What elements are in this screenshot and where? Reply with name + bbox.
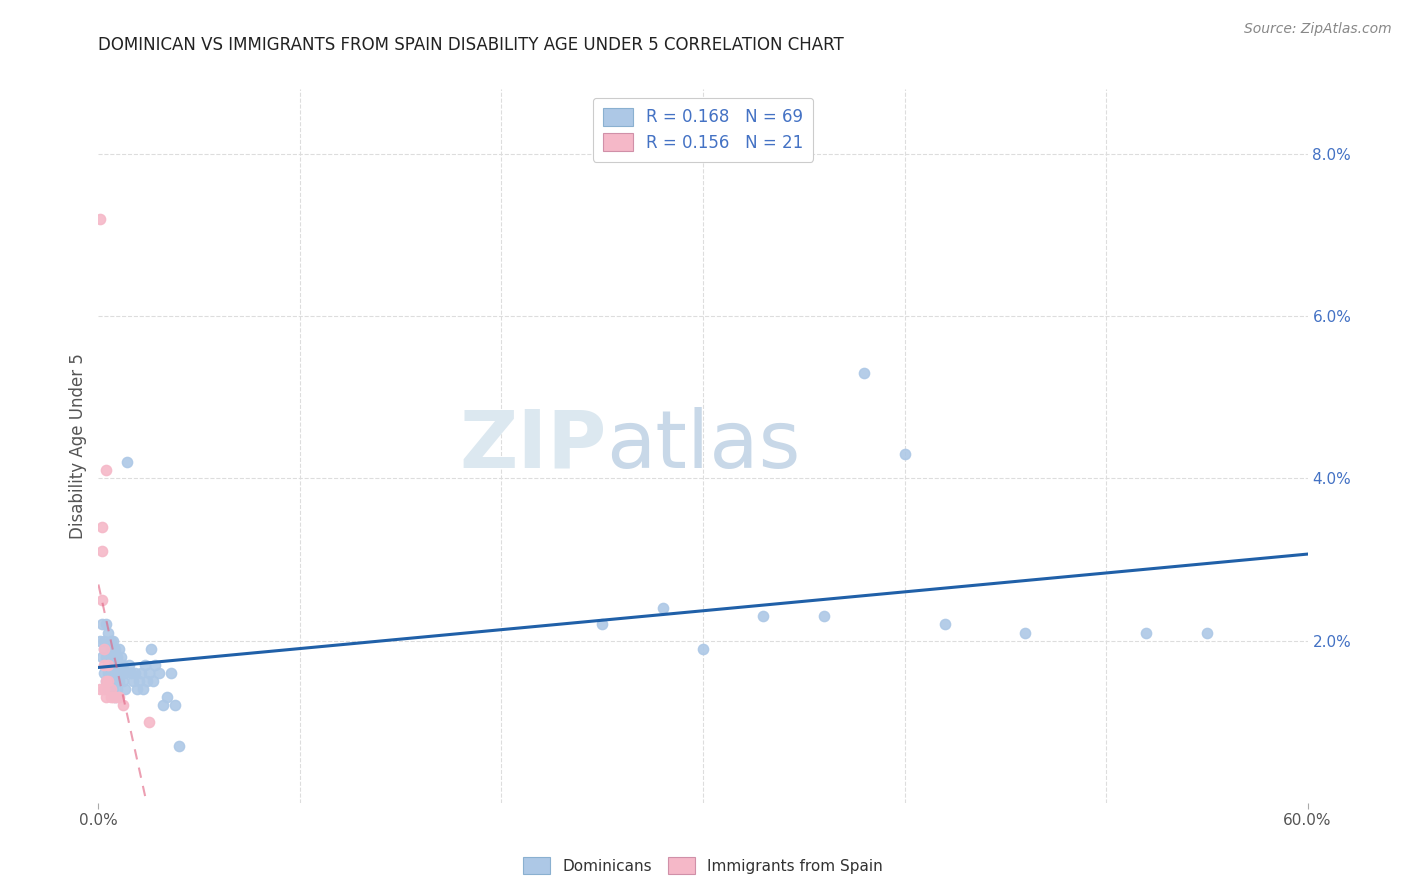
Point (100, 641, 122, 656)
Point (134, 657, 156, 672)
Point (651, 601, 673, 615)
Point (142, 674, 165, 689)
Point (107, 674, 129, 689)
Point (91, 544, 114, 558)
Point (111, 698, 134, 713)
Point (110, 666, 132, 681)
Legend: R = 0.168   N = 69, R = 0.156   N = 21: R = 0.168 N = 69, R = 0.156 N = 21 (593, 97, 813, 161)
Point (97, 682, 120, 697)
Point (163, 698, 186, 713)
Point (107, 690, 129, 705)
Point (893, 447, 915, 461)
Point (89, 633, 111, 648)
Point (111, 657, 134, 672)
Point (101, 633, 124, 648)
Point (93, 641, 115, 656)
Point (143, 657, 166, 672)
Point (1014, 625, 1036, 640)
Point (167, 739, 190, 753)
Text: atlas: atlas (606, 407, 800, 485)
Point (97, 674, 120, 689)
Point (138, 666, 160, 681)
Point (160, 666, 183, 681)
Point (129, 666, 152, 681)
Point (156, 690, 179, 705)
Point (93, 657, 115, 672)
Point (110, 649, 132, 664)
Point (128, 674, 150, 689)
Point (111, 674, 134, 689)
Point (813, 609, 835, 624)
Legend: Dominicans, Immigrants from Spain: Dominicans, Immigrants from Spain (517, 851, 889, 880)
Point (100, 657, 122, 672)
Point (96, 674, 118, 689)
Point (96, 649, 118, 664)
Point (115, 455, 138, 469)
Point (100, 674, 122, 689)
Point (100, 633, 122, 648)
Point (103, 657, 125, 672)
Text: DOMINICAN VS IMMIGRANTS FROM SPAIN DISABILITY AGE UNDER 5 CORRELATION CHART: DOMINICAN VS IMMIGRANTS FROM SPAIN DISAB… (98, 36, 844, 54)
Point (101, 690, 124, 705)
Point (96, 617, 118, 632)
Point (692, 641, 714, 656)
Point (91, 649, 114, 664)
Point (138, 714, 160, 729)
Point (101, 682, 124, 697)
Point (105, 690, 128, 705)
Point (97, 625, 120, 640)
Point (89, 211, 111, 226)
Text: Source: ZipAtlas.com: Source: ZipAtlas.com (1244, 22, 1392, 37)
Y-axis label: Disability Age Under 5: Disability Age Under 5 (69, 353, 87, 539)
Point (120, 666, 142, 681)
Point (591, 617, 613, 632)
Point (124, 666, 146, 681)
Point (132, 682, 155, 697)
Point (103, 690, 125, 705)
Point (93, 641, 115, 656)
Point (107, 641, 129, 656)
Point (105, 682, 128, 697)
Point (97, 666, 120, 681)
Point (93, 666, 115, 681)
Point (101, 649, 124, 664)
Point (93, 633, 115, 648)
Point (97, 657, 120, 672)
Point (107, 657, 129, 672)
Point (125, 682, 148, 697)
Point (114, 666, 136, 681)
Point (121, 674, 143, 689)
Point (135, 674, 157, 689)
Text: ZIP: ZIP (458, 407, 606, 485)
Point (101, 666, 124, 681)
Point (114, 682, 136, 697)
Point (934, 617, 956, 632)
Point (139, 641, 162, 656)
Point (853, 366, 876, 380)
Point (96, 463, 118, 477)
Point (96, 690, 118, 705)
Point (93, 682, 115, 697)
Point (105, 666, 128, 681)
Point (118, 657, 141, 672)
Point (89, 682, 111, 697)
Point (103, 674, 125, 689)
Point (152, 698, 174, 713)
Point (100, 682, 122, 697)
Point (96, 674, 118, 689)
Point (91, 520, 114, 534)
Point (91, 593, 114, 607)
Point (1195, 625, 1218, 640)
Point (97, 649, 120, 664)
Point (103, 641, 125, 656)
Point (1135, 625, 1157, 640)
Point (103, 690, 125, 705)
Point (100, 690, 122, 705)
Point (148, 666, 170, 681)
Point (752, 609, 775, 624)
Point (91, 617, 114, 632)
Point (105, 649, 128, 664)
